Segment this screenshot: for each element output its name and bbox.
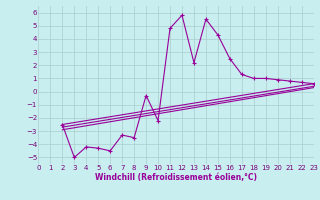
X-axis label: Windchill (Refroidissement éolien,°C): Windchill (Refroidissement éolien,°C) bbox=[95, 173, 257, 182]
